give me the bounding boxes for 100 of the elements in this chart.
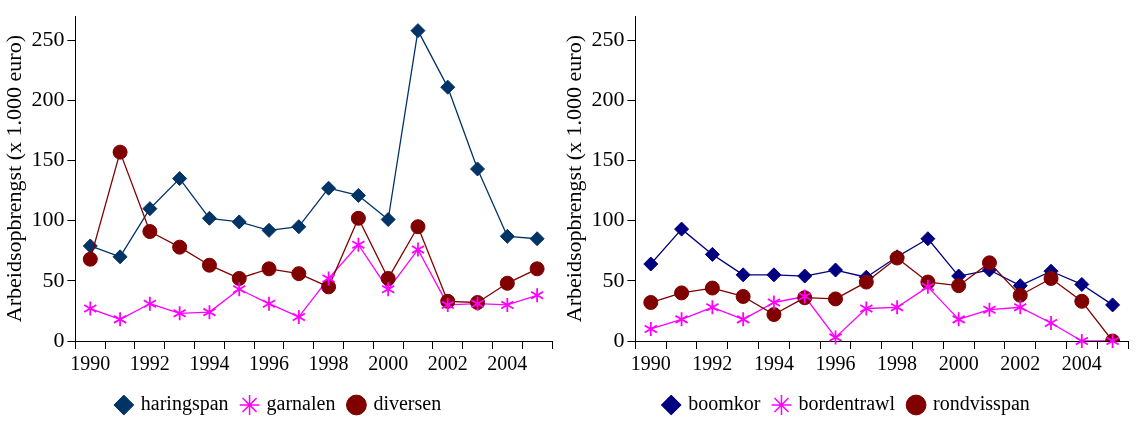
point [644, 321, 658, 336]
point [981, 255, 997, 271]
x-tick-label: 2002 [1000, 352, 1041, 375]
point [766, 307, 782, 323]
point [858, 274, 874, 290]
point [380, 270, 396, 286]
y-tick-label: 100 [31, 206, 65, 232]
point [201, 257, 217, 273]
x-tick-label: 1998 [877, 352, 918, 375]
x-tick-label: 1992 [129, 352, 170, 375]
point [797, 268, 813, 284]
point [411, 242, 425, 257]
legend-label: boomkor [688, 392, 761, 415]
point [82, 238, 98, 254]
y-tick-label: 150 [591, 146, 625, 172]
point [82, 251, 98, 267]
point [142, 224, 158, 240]
point [643, 295, 659, 311]
point [735, 288, 751, 304]
point [674, 221, 690, 237]
y-tick-label: 100 [591, 206, 625, 232]
point [172, 239, 188, 255]
point [735, 267, 751, 283]
point [767, 295, 781, 310]
legend-label: diversen [373, 392, 442, 415]
point [1012, 287, 1028, 303]
point [261, 222, 277, 238]
point [262, 296, 276, 311]
point [952, 312, 966, 327]
point [500, 297, 514, 312]
point [351, 237, 365, 252]
y-axis-title: Arbeidsopbrengst (x 1.000 euro) [0, 35, 26, 323]
point [530, 288, 544, 303]
x-tick-label: 2002 [427, 352, 468, 375]
point [499, 228, 515, 244]
x-tick-label: 1992 [692, 352, 733, 375]
point [231, 214, 247, 230]
x-tick-label: 2000 [368, 352, 409, 375]
point [83, 301, 97, 316]
point [292, 309, 306, 324]
point [112, 249, 128, 265]
point [201, 210, 217, 226]
point [232, 282, 246, 297]
point [440, 79, 456, 95]
point [380, 212, 396, 227]
point [529, 231, 545, 247]
y-tick-label: 150 [31, 146, 65, 172]
x-tick-label: 1994 [753, 352, 794, 375]
point [112, 144, 128, 160]
point [1013, 300, 1027, 315]
point [172, 171, 188, 187]
point [736, 312, 750, 327]
y-tick-label: 50 [602, 266, 625, 292]
point [1043, 270, 1059, 286]
point [142, 201, 158, 217]
point [231, 270, 247, 286]
point [441, 297, 455, 312]
x-tick-label: 1996 [249, 352, 290, 375]
point [1105, 297, 1121, 313]
point [291, 219, 307, 235]
x-tick-label: 1994 [189, 352, 230, 375]
x-tick-label: 2004 [487, 352, 528, 375]
point [859, 301, 873, 316]
point [321, 180, 337, 196]
x-tick-label: 1990 [70, 352, 111, 375]
x-tick-label: 2004 [1061, 352, 1102, 375]
point [173, 306, 187, 321]
x-tick-label: 1990 [630, 352, 671, 375]
point [1074, 276, 1090, 292]
point [350, 210, 366, 226]
legend-label: garnalen [266, 392, 336, 416]
y-axis-title: Arbeidsopbrengst (x 1.000 euro) [560, 35, 586, 323]
point [890, 300, 904, 315]
x-tick-label: 2000 [938, 352, 979, 375]
y-tick-label: 250 [591, 26, 625, 52]
point [1075, 334, 1089, 348]
legend-label: bordentrawl [798, 392, 896, 415]
point [704, 280, 720, 296]
point [766, 267, 782, 283]
point [674, 285, 690, 301]
point [1044, 315, 1058, 330]
point [704, 246, 720, 262]
point [321, 279, 337, 295]
x-tick-label: 1996 [815, 352, 856, 375]
point [828, 262, 844, 278]
point [470, 161, 486, 177]
point [381, 282, 395, 297]
point [705, 300, 719, 315]
point [529, 261, 545, 277]
point [921, 279, 935, 294]
point [143, 296, 157, 311]
point [499, 275, 515, 291]
y-tick-label: 0 [53, 326, 65, 352]
y-tick-label: 200 [31, 86, 65, 112]
legend-label: haringspan [140, 392, 229, 416]
y-tick-label: 200 [591, 86, 625, 112]
y-tick-label: 50 [42, 266, 65, 292]
point [920, 231, 936, 247]
point [1074, 293, 1090, 309]
point [291, 266, 307, 282]
